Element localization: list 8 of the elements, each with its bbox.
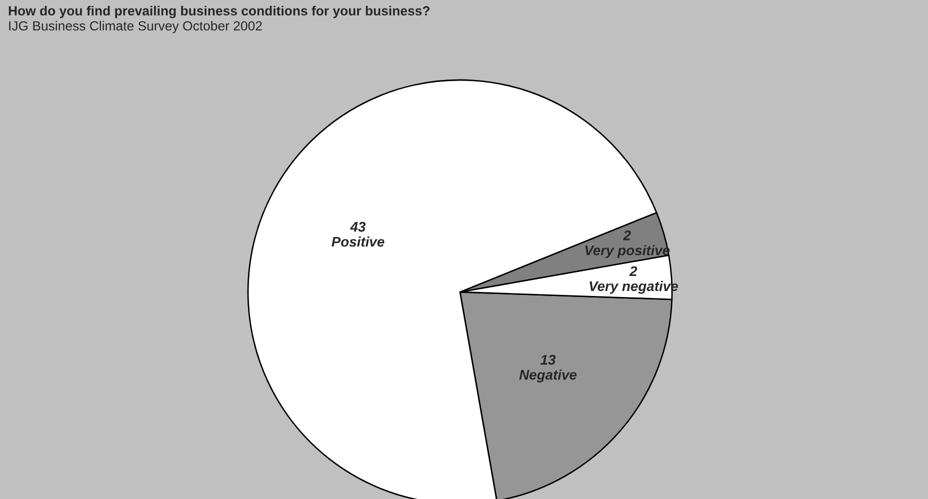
data-label: 13 bbox=[540, 354, 556, 365]
slice-label: Positive bbox=[332, 236, 384, 247]
chart-title: How do you find prevailing business conditions for your business? bbox=[8, 6, 430, 18]
slice-label: Negative bbox=[519, 370, 577, 382]
data-label: 43 bbox=[350, 222, 366, 232]
data-label: 2 bbox=[629, 266, 638, 276]
text: IJG Business Climate Survey October 2002 bbox=[9, 20, 262, 34]
data-label: 2 bbox=[623, 230, 631, 240]
